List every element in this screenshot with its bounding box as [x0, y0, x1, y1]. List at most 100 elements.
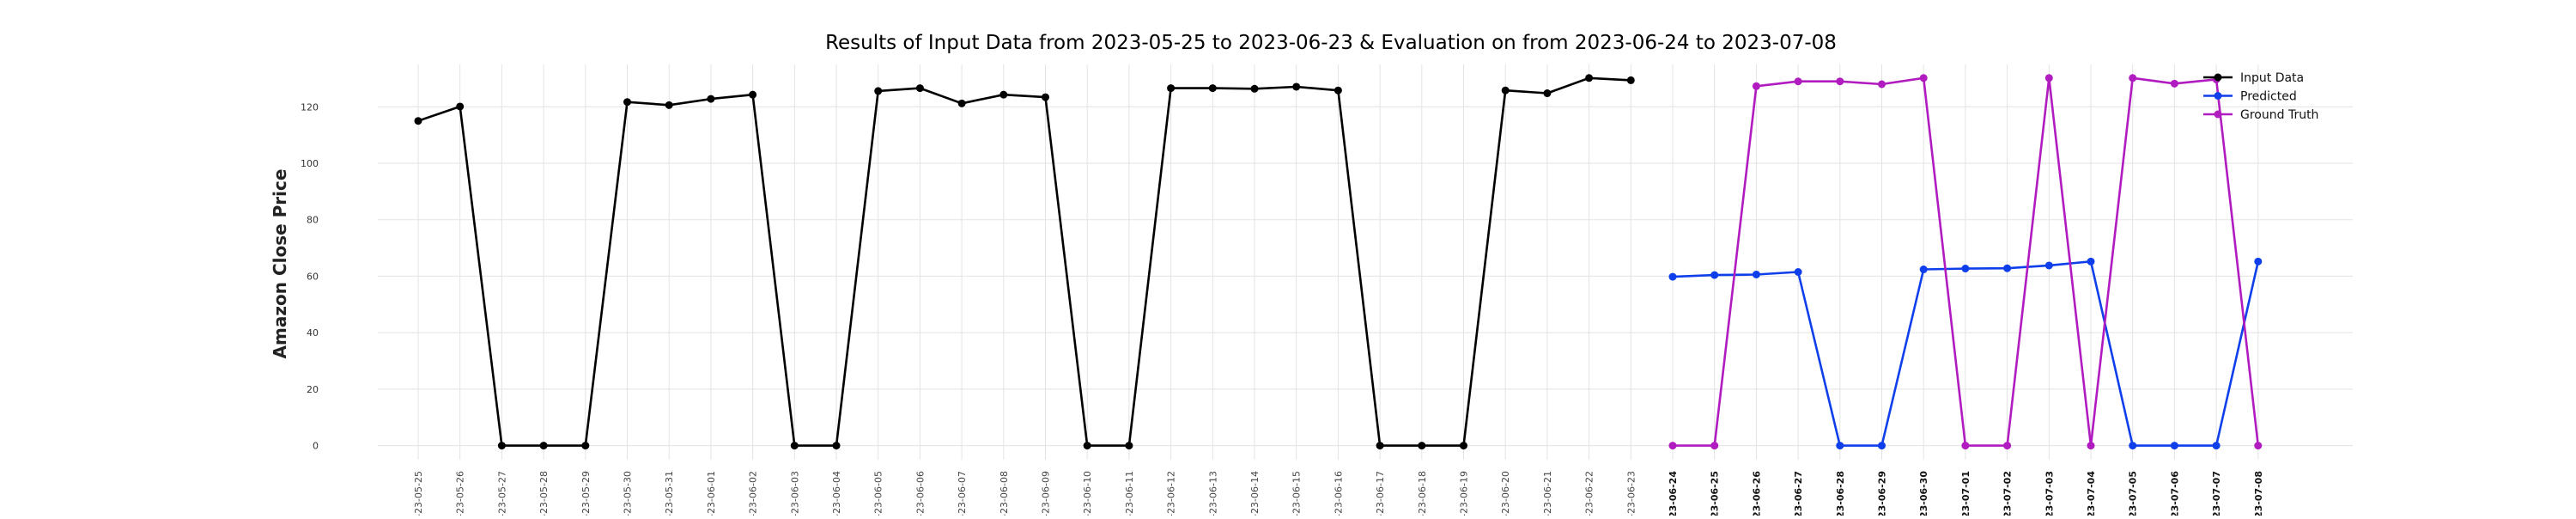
data-point-input-data — [497, 442, 506, 450]
chart-title: Results of Input Data from 2023-05-25 to… — [825, 32, 1837, 54]
data-point-input-data — [1208, 84, 1217, 93]
x-tick-label: -23-05-25 — [413, 471, 424, 516]
data-point-ground-truth — [2087, 442, 2095, 450]
data-point-predicted — [2003, 264, 2012, 272]
x-tick-label: -23-06-20 — [1500, 471, 1511, 516]
x-tick-label: -23-06-04 — [831, 471, 842, 516]
data-point-input-data — [999, 90, 1008, 99]
legend-label-input-data: Input Data — [2240, 71, 2304, 85]
x-tick-label: -23-06-06 — [914, 471, 926, 516]
x-tick-label: -23-06-02 — [748, 471, 759, 516]
x-tick-label: -23-06-10 — [1082, 471, 1093, 516]
data-point-predicted — [1836, 442, 1844, 450]
y-tick-label: 120 — [301, 101, 319, 113]
data-point-input-data — [665, 101, 673, 109]
data-point-input-data — [623, 98, 631, 107]
data-point-ground-truth — [2129, 74, 2137, 82]
data-point-predicted — [1919, 266, 1928, 274]
data-point-input-data — [1292, 82, 1301, 91]
y-axis-label: Amazon Close Price — [270, 169, 290, 359]
data-point-ground-truth — [1794, 77, 1802, 86]
data-point-input-data — [581, 442, 590, 450]
x-tick-label: -23-06-26 — [1751, 471, 1762, 516]
data-point-predicted — [1878, 442, 1886, 450]
data-point-input-data — [874, 87, 883, 95]
y-tick-label: 80 — [307, 215, 319, 226]
data-point-input-data — [1376, 442, 1384, 450]
x-tick-label: -23-06-12 — [1166, 471, 1177, 516]
series-layer — [414, 74, 2263, 450]
data-point-input-data — [1543, 89, 1552, 98]
x-tick-label: -23-06-23 — [1625, 471, 1637, 516]
x-tick-label: -23-05-30 — [623, 471, 634, 516]
data-point-predicted — [1961, 265, 1970, 273]
data-point-ground-truth — [2003, 442, 2012, 450]
x-tick-label: -23-06-28 — [1835, 471, 1846, 516]
x-tick-label: -23-06-18 — [1417, 471, 1428, 516]
x-tick-label: -23-06-25 — [1710, 471, 1721, 516]
data-point-ground-truth — [2254, 442, 2263, 450]
x-tick-label: -23-06-24 — [1668, 471, 1679, 516]
series-line-input-data — [417, 76, 1631, 447]
data-point-ground-truth — [2044, 74, 2053, 82]
x-tick-label: -23-06-15 — [1291, 471, 1303, 516]
data-point-input-data — [749, 90, 757, 99]
data-point-input-data — [414, 117, 422, 125]
data-point-ground-truth — [1961, 442, 1970, 450]
data-point-predicted — [2044, 261, 2053, 270]
y-tick-label: 100 — [301, 158, 319, 169]
legend-marker-input-data — [2214, 73, 2222, 82]
grid-layer — [378, 64, 2353, 460]
data-point-input-data — [1167, 84, 1176, 93]
x-tick-label: -23-07-06 — [2169, 471, 2180, 516]
data-point-predicted — [2254, 257, 2263, 266]
data-point-ground-truth — [1919, 74, 1928, 82]
x-tick-label: -23-05-28 — [538, 471, 550, 516]
data-point-predicted — [2212, 442, 2221, 450]
data-point-input-data — [1334, 86, 1342, 95]
x-tick-label: -23-07-03 — [2044, 471, 2055, 516]
y-tick-label: 40 — [307, 327, 319, 339]
data-point-ground-truth — [1836, 77, 1844, 86]
data-point-ground-truth — [1878, 80, 1886, 89]
data-point-input-data — [1585, 74, 1594, 82]
data-point-input-data — [707, 95, 715, 103]
legend-marker-predicted — [2214, 92, 2222, 100]
x-tick-label: -23-07-01 — [1960, 471, 1971, 516]
x-tick-label: -23-06-08 — [999, 471, 1010, 516]
x-tick-label: -23-06-01 — [706, 471, 717, 516]
data-point-predicted — [1668, 272, 1677, 281]
x-tick-label: -23-06-16 — [1333, 471, 1344, 516]
data-point-input-data — [1460, 442, 1467, 450]
x-tick-label: -23-07-04 — [2086, 471, 2097, 516]
x-tick-label: -23-06-17 — [1375, 471, 1386, 516]
legend: Input Data Predicted Ground Truth — [2203, 71, 2318, 122]
x-tick-label: -23-07-05 — [2128, 471, 2139, 516]
x-tick-label: -23-06-19 — [1459, 471, 1470, 516]
x-tick-label: -23-06-22 — [1584, 471, 1595, 516]
x-tick-label: -23-05-31 — [664, 471, 675, 516]
y-tick-labels: 0 20 40 60 80 100 120 — [301, 101, 319, 451]
x-tick-label: -23-06-27 — [1793, 471, 1804, 516]
data-point-input-data — [456, 102, 465, 111]
data-point-ground-truth — [1668, 442, 1677, 450]
y-tick-label: 20 — [307, 384, 319, 395]
data-point-ground-truth — [2170, 79, 2178, 88]
legend-label-predicted: Predicted — [2240, 90, 2297, 104]
data-point-input-data — [790, 442, 799, 450]
data-point-predicted — [1794, 268, 1802, 276]
data-point-input-data — [832, 442, 841, 450]
x-tick-label: -23-06-29 — [1877, 471, 1888, 516]
x-tick-label: -23-06-21 — [1542, 471, 1553, 516]
x-tick-label: -23-06-03 — [789, 471, 800, 516]
data-point-ground-truth — [1710, 442, 1719, 450]
data-point-input-data — [539, 442, 548, 450]
data-point-input-data — [1418, 442, 1426, 450]
data-point-predicted — [2087, 257, 2095, 266]
x-tick-label: -23-07-02 — [2002, 471, 2014, 516]
data-point-input-data — [1501, 86, 1510, 95]
x-tick-label: -23-06-09 — [1041, 471, 1052, 516]
x-tick-label: -23-06-30 — [1918, 471, 1929, 516]
